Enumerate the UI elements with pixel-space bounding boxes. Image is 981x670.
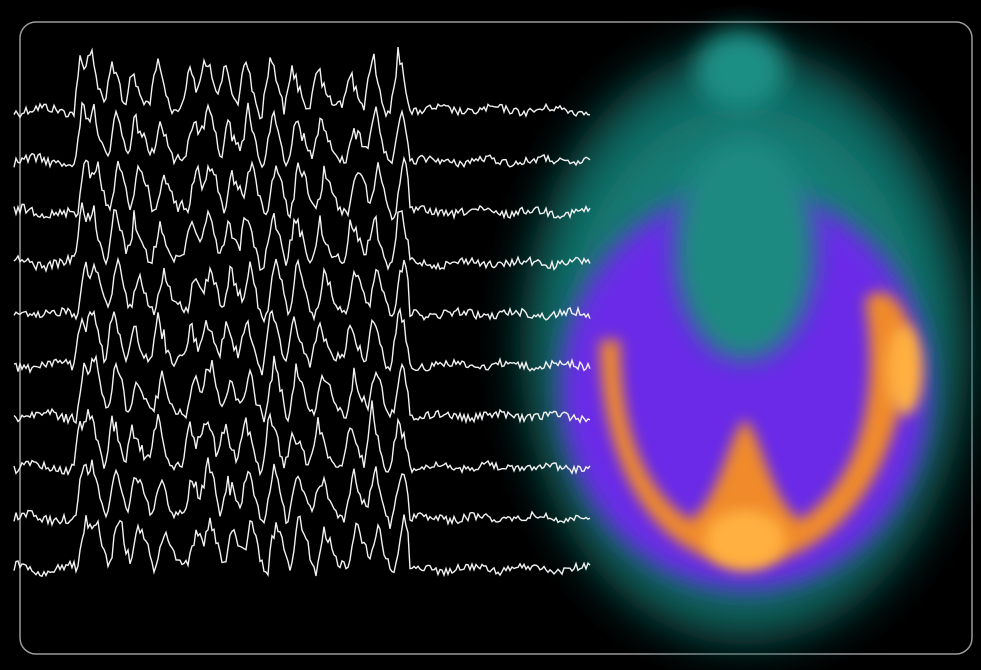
brain-center-teal [675, 140, 815, 360]
brain-nose [695, 30, 785, 110]
scene [0, 0, 981, 670]
brain-hotspot [705, 510, 785, 570]
brain-hotspot [887, 325, 923, 415]
